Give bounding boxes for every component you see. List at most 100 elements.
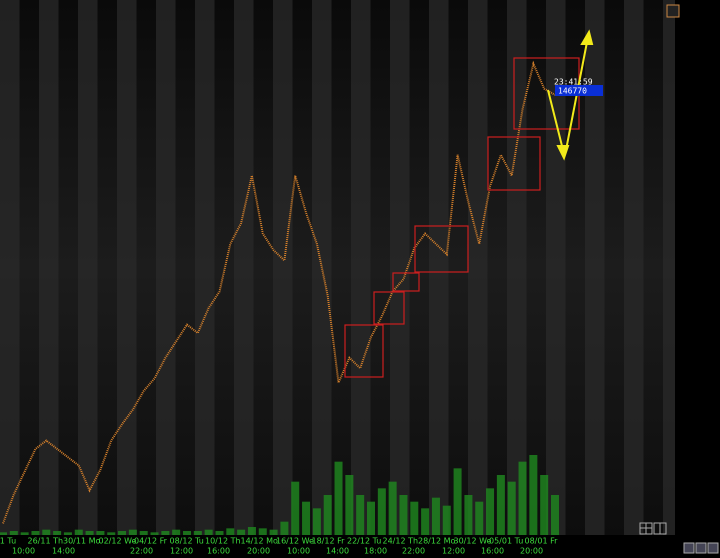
volume-bar: [193, 531, 202, 535]
volume-bar: [377, 488, 386, 535]
volume-bar: [96, 531, 105, 535]
session-stripe: [78, 0, 98, 535]
volume-bar: [518, 461, 527, 535]
box: [414, 225, 469, 273]
price-line: [2, 60, 556, 524]
x-date-label: 26/11 Th: [28, 537, 64, 546]
box: [487, 136, 541, 191]
volume-bar: [183, 531, 191, 535]
volume-bar: [475, 501, 484, 535]
volume-bar: [312, 508, 321, 535]
volume-bar: [367, 501, 375, 535]
x-time-label: 10:00: [12, 547, 35, 556]
volume-bar: [442, 505, 451, 535]
session-stripe: [234, 0, 254, 535]
x-date-label: 30/12 We: [454, 537, 492, 546]
volume-bar: [74, 529, 83, 535]
volume-bar: [540, 475, 549, 535]
x-date-label: 08/12 Tu: [170, 537, 204, 546]
volume-bar: [356, 495, 365, 535]
x-time-label: 16:00: [481, 547, 504, 556]
volume-bar: [410, 501, 419, 535]
session-stripe: [624, 0, 644, 535]
last-price: 146770: [558, 87, 587, 96]
x-date-label: 16/12 We: [276, 537, 314, 546]
volume-bar: [507, 481, 516, 535]
x-time-label: 22:00: [130, 547, 153, 556]
volume-bar: [486, 488, 495, 535]
volume-bar: [0, 532, 7, 535]
volume-bar: [529, 455, 538, 535]
volume-bar: [128, 529, 137, 535]
tool-icon[interactable]: [666, 4, 680, 18]
session-stripe: [546, 0, 566, 535]
x-time-label: 16:00: [207, 547, 230, 556]
volume-bar: [31, 531, 40, 535]
volume-bar: [334, 461, 343, 535]
box: [344, 324, 384, 378]
volume-bar: [139, 531, 148, 535]
session-stripe: [117, 0, 137, 535]
volume-bar: [258, 528, 267, 535]
x-date-label: /11 Tu: [0, 537, 16, 546]
session-stripe: [351, 0, 371, 535]
volume-bar: [9, 531, 18, 535]
x-time-label: 18:00: [364, 547, 387, 556]
volume-bar: [204, 529, 213, 535]
box: [392, 272, 420, 292]
session-stripe: [390, 0, 410, 535]
session-stripe: [429, 0, 449, 535]
x-date-label: 04/12 Fr: [134, 537, 168, 546]
volume-bar: [302, 501, 311, 535]
bottom-icons[interactable]: [639, 522, 719, 554]
volume-bar: [431, 497, 440, 535]
axis-panel: [675, 0, 720, 558]
volume-bar: [551, 495, 559, 535]
volume-bar: [345, 475, 354, 535]
volume-bar: [161, 531, 170, 535]
timer: 23:41:59: [554, 78, 593, 87]
volume-bar: [172, 529, 181, 535]
volume-bar: [269, 529, 278, 535]
x-time-label: 20:00: [247, 547, 270, 556]
volume-bar: [20, 532, 29, 535]
volume-bar: [107, 532, 116, 535]
x-time-label: 14:00: [52, 547, 75, 556]
volume-bar: [247, 527, 256, 535]
x-time-label: 12:00: [442, 547, 465, 556]
x-date-label: 10/12 Th: [205, 537, 241, 546]
volume-bar: [118, 531, 127, 535]
x-date-label: 30/11 Mo: [63, 537, 101, 546]
session-stripe: [195, 0, 215, 535]
session-stripe: [273, 0, 293, 535]
volume-bar: [399, 495, 408, 535]
volume-bar: [63, 532, 72, 535]
x-time-label: 10:00: [287, 547, 310, 556]
volume-bar: [226, 528, 235, 535]
volume-bar: [150, 532, 159, 535]
volume-bar: [323, 495, 332, 535]
volume-bar: [42, 529, 51, 535]
volume-bar: [464, 495, 473, 535]
session-stripe: [39, 0, 59, 535]
volume-bar: [85, 531, 94, 535]
x-date-label: 05/01 Tu: [489, 537, 523, 546]
x-date-label: 28/12 Mo: [418, 537, 456, 546]
x-date-label: 08/01 Fr: [525, 537, 559, 546]
x-date-label: 24/12 Th: [383, 537, 419, 546]
x-date-label: 02/12 We: [99, 537, 137, 546]
price-box: [555, 85, 603, 96]
x-time-label: 14:00: [326, 547, 349, 556]
x-date-label: 18/12 Fr: [312, 537, 346, 546]
volume-bar: [291, 481, 300, 535]
volume-bar: [421, 508, 430, 535]
session-stripe: [0, 0, 20, 535]
x-time-label: 22:00: [402, 547, 425, 556]
volume-bar: [496, 475, 505, 535]
x-date-label: 22/12 Tu: [347, 537, 381, 546]
session-stripe: [156, 0, 176, 535]
volume-bar: [53, 531, 62, 535]
volume-bar: [215, 531, 224, 535]
session-stripe: [507, 0, 527, 535]
